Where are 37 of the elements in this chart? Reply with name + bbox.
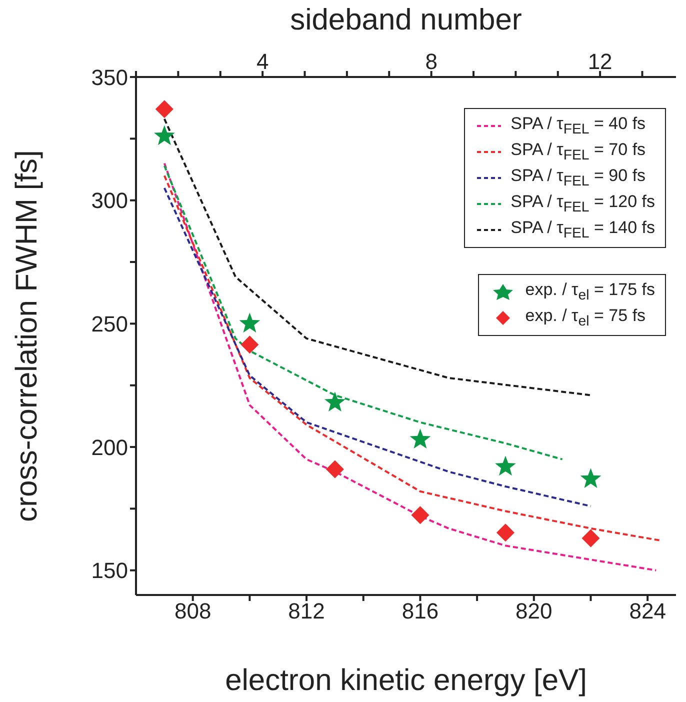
- line-series: [163, 187, 592, 508]
- x-tick-label: 816: [402, 598, 439, 624]
- legend-label: SPA / τ$_{FEL}$ = 140 fs: [510, 218, 655, 242]
- point: [326, 460, 344, 478]
- x-tick-label: 820: [516, 598, 552, 624]
- legend-label: SPA / τ$_{FEL}$ = 90 fs: [510, 166, 646, 190]
- x-tick-label: 824: [629, 598, 666, 624]
- point: [496, 524, 514, 542]
- point: [411, 506, 430, 524]
- legend-label: SPA / τ$_{FEL}$ = 120 fs: [510, 192, 655, 216]
- point: [239, 312, 260, 333]
- legend-label: exp. / τ$_{el}$ = 175 fs: [525, 280, 655, 304]
- point: [154, 125, 175, 146]
- point: [155, 100, 174, 118]
- x-tick-label: 812: [288, 598, 325, 624]
- x2-tick-label: 12: [588, 49, 612, 74]
- y-tick-label: 200: [91, 434, 128, 460]
- y-tick-label: 350: [91, 64, 128, 90]
- legend-label: SPA / τ$_{FEL}$ = 40 fs: [510, 114, 646, 138]
- line-series: [163, 164, 564, 460]
- y-tick-label: 250: [91, 311, 128, 336]
- legend-label: exp. / τ$_{el}$ = 75 fs: [525, 306, 646, 330]
- point: [240, 336, 259, 354]
- y-tick-label: 300: [91, 188, 128, 214]
- point: [582, 529, 600, 548]
- point: [324, 392, 346, 412]
- point: [580, 468, 602, 488]
- x-axis-title: electron kinetic energy [eV]: [225, 664, 587, 697]
- x-tick-label: 808: [174, 598, 212, 624]
- x2-axis-title: sideband number: [290, 3, 522, 36]
- x2-tick-label: 8: [425, 49, 438, 74]
- point: [410, 428, 431, 448]
- x2-tick-label: 4: [256, 49, 269, 74]
- y-tick-label: 150: [91, 558, 128, 584]
- point: [495, 456, 516, 476]
- y-axis-title: cross-correlation FWHM [fs]: [10, 150, 44, 522]
- legend-label: SPA / τ$_{FEL}$ = 70 fs: [510, 140, 646, 164]
